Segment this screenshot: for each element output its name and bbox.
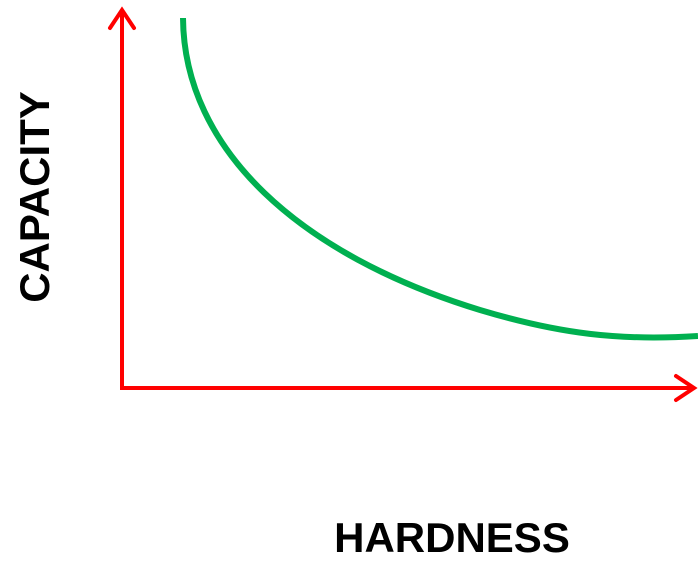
y-axis-arrow [108, 6, 136, 30]
y-axis-label: CAPACITY [11, 91, 58, 303]
x-axis-label: HARDNESS [334, 514, 570, 561]
curve [180, 17, 698, 341]
x-axis-arrow [674, 374, 698, 402]
